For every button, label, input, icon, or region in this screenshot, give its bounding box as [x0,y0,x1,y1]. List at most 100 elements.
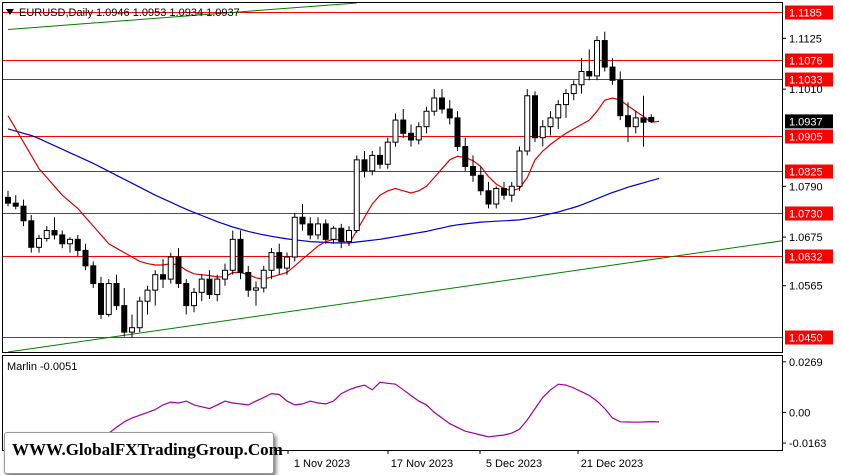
indicator-label: Marlin -0.0051 [7,361,77,373]
candle [369,150,376,176]
level-label-bg [785,129,833,144]
candle [136,296,143,333]
level-label: 1.0450 [789,333,823,345]
candle [299,204,306,231]
candle [462,137,469,171]
candle [563,89,569,118]
chart-header-text: EURUSD,Daily 1.0946 1.0953 1.0934 1.0937 [19,7,240,19]
y-tick-label: 1.0675 [789,232,823,244]
candle [82,243,89,271]
level-label: 1.0905 [789,132,823,144]
osc-y-tick-label: -0.0163 [789,438,826,450]
candle [237,230,244,280]
candle [625,102,631,143]
candle [524,89,531,156]
candle [601,31,608,72]
candle [253,281,259,306]
triangle-down-icon[interactable] [6,9,14,15]
candle [229,230,236,275]
x-tick-label: 21 Dec 2023 [581,458,643,470]
watermark-text: WWW.GlobalFXTradingGroup.Com [12,440,283,459]
candle [485,181,492,209]
candle [346,226,352,246]
x-axis: 1 Nov 2023 17 Nov 2023 5 Dec 2023 21 Dec 20… [287,450,643,470]
trend-layer [7,3,782,352]
candle [90,261,97,288]
candle [198,274,205,302]
level-label-bg [785,164,833,179]
candle [67,237,73,253]
candle [144,285,151,315]
candle [51,217,58,240]
candle [206,270,213,299]
candle [400,109,407,138]
candle [470,155,476,182]
candle [191,287,197,313]
trendline [7,3,357,31]
candle [322,219,329,244]
candle [415,122,422,145]
candle [384,137,391,169]
candle [98,276,104,319]
candle [532,91,538,143]
candle [539,120,546,147]
candle [516,146,523,191]
level-label: 1.0730 [789,209,823,221]
candle [245,265,252,297]
candle [547,111,554,136]
candle [594,36,600,81]
level-label-bg [785,72,833,87]
candle [439,89,445,114]
candle [12,195,19,210]
candle [361,150,368,178]
candle [632,111,639,134]
candle [20,199,27,227]
candle [377,146,383,169]
candle [222,263,228,286]
candle [330,226,337,244]
candle [74,234,81,257]
candle [43,226,50,242]
y-tick-label: 1.0790 [789,181,823,193]
candle [501,181,507,200]
y-tick-label: 1.0565 [789,281,823,293]
oscillator-layer: 0.0269 0.00 -0.0163 [7,357,826,450]
level-label-bg [785,249,833,264]
candle [160,259,166,288]
candle [129,314,135,338]
level-labels-layer: 1.1185 1.1076 1.1033 1.0905 1.0825 1.0730 1.06… [785,5,833,345]
watermark-box [4,432,274,474]
level-label: 1.0632 [789,252,823,264]
candle [477,166,484,196]
candle [268,248,275,280]
current-price-label: 1.0937 [789,116,823,128]
candle [446,100,453,125]
candle [175,248,182,288]
candle [167,252,174,284]
candle [214,274,221,302]
trendline [7,240,782,352]
candle [648,114,655,123]
y-tick-label: 1.1010 [789,84,823,96]
candle [555,100,562,129]
candle [113,274,120,311]
candle [640,95,647,147]
candle [431,89,438,116]
x-tick-label: 1 Nov 2023 [294,458,350,470]
candle [152,270,159,306]
candle [408,124,414,147]
candle [586,49,593,81]
level-label: 1.1076 [789,56,823,68]
candle [570,80,577,101]
level-label-bg [785,53,833,68]
candle [454,111,461,151]
candle [36,234,42,253]
level-label: 1.1033 [789,75,823,87]
candle [276,243,283,275]
candle [609,58,616,85]
candle [260,265,267,293]
levels-layer [3,12,782,338]
level-label: 1.0825 [789,167,823,179]
candle [121,287,128,337]
candle [284,252,290,275]
